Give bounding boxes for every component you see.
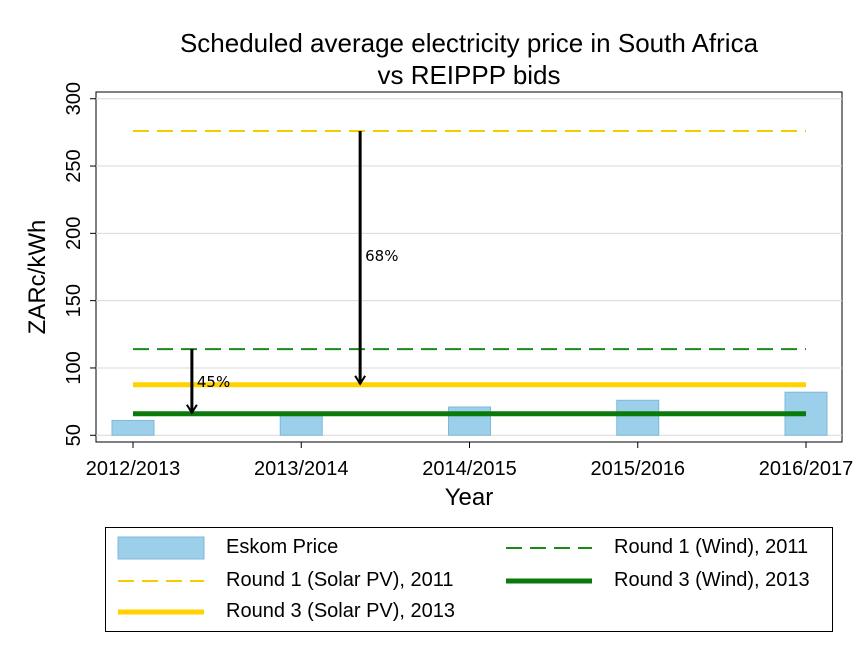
- x-tick-label: 2013/2014: [254, 458, 349, 480]
- legend-swatch-bar-icon: [117, 536, 205, 560]
- chart-plot: 50 100 150 200 250 300 45% 68% 2012/2013 2013/201…: [24, 82, 854, 511]
- legend-label: Round 1 (Wind), 2011: [614, 536, 809, 558]
- legend-solid-line-icon: [118, 609, 204, 615]
- annotation-label: 68%: [365, 247, 398, 265]
- chart-title-line-1: Scheduled average electricity price in S…: [179, 28, 759, 58]
- eskom-price-bar: [616, 399, 660, 436]
- legend-label: Round 1 (Solar PV), 2011: [226, 569, 454, 591]
- x-tick-label: 2014/2015: [422, 458, 517, 480]
- x-tick-label: 2012/2013: [86, 458, 181, 480]
- annotation-label: 45%: [197, 373, 230, 391]
- legend-label: Eskom Price: [226, 536, 339, 558]
- eskom-price-bar: [111, 419, 155, 436]
- legend-solid-line-icon: [506, 578, 592, 584]
- y-tick-label: 50: [63, 424, 85, 446]
- chart-title-line-2: vs REIPPP bids: [377, 60, 561, 90]
- eskom-price-bar: [279, 414, 323, 436]
- y-tick-label: 100: [63, 351, 85, 384]
- x-axis-label: Year: [445, 484, 494, 511]
- x-tick-label: 2015/2016: [590, 458, 685, 480]
- legend-dashed-line-icon: [506, 547, 592, 549]
- y-tick-label: 300: [63, 82, 85, 115]
- legend: Eskom Price Round 1 (Wind), 2011 Round 1…: [105, 527, 833, 632]
- y-tick-label: 200: [63, 217, 85, 250]
- legend-label: Round 3 (Wind), 2013: [614, 569, 810, 591]
- legend-label: Round 3 (Solar PV), 2013: [226, 600, 456, 622]
- y-tick-label: 150: [63, 284, 85, 317]
- y-axis-label: ZARc/kWh: [24, 220, 51, 335]
- y-tick-label: 250: [63, 149, 85, 182]
- legend-dashed-line-icon: [118, 580, 204, 582]
- x-tick-label: 2016/2017: [759, 458, 854, 480]
